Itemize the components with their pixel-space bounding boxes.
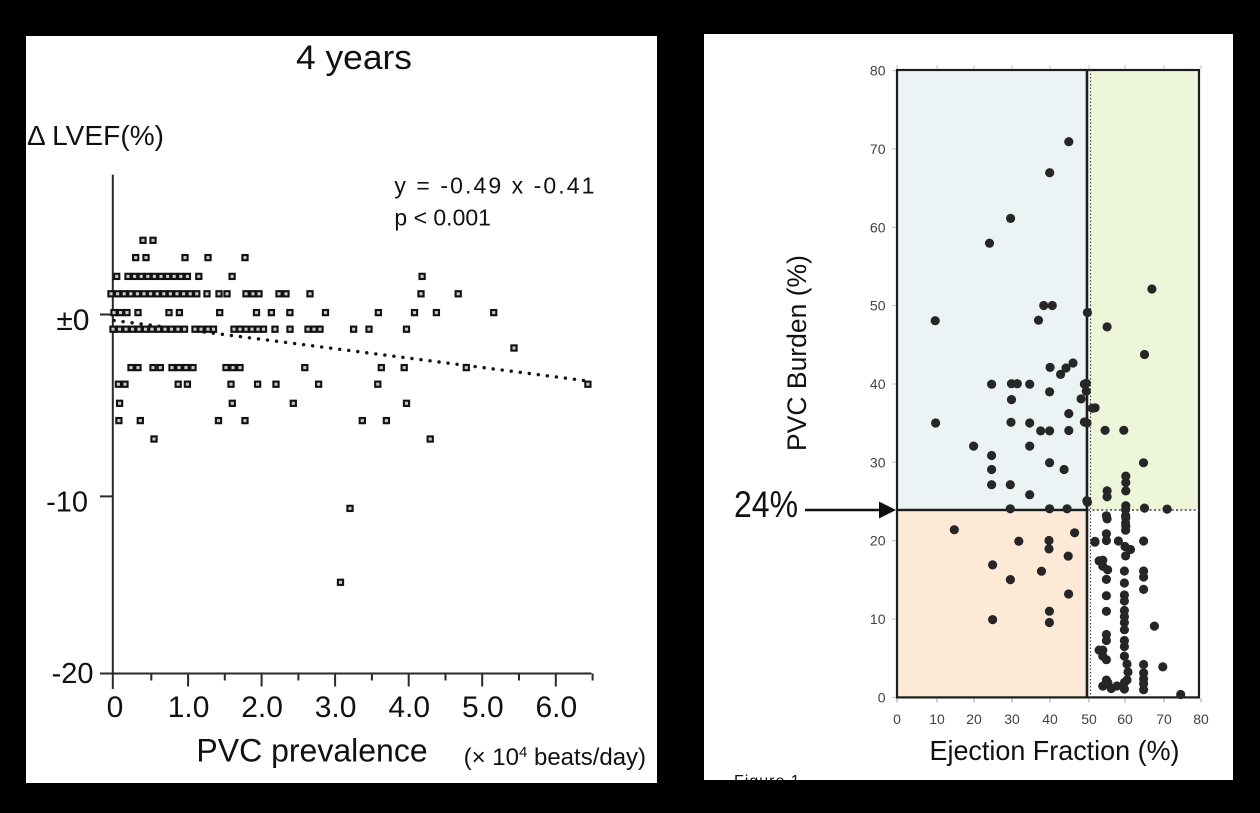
svg-text:60: 60 bbox=[1117, 711, 1133, 727]
svg-text:4 years: 4 years bbox=[296, 39, 412, 77]
svg-text:Δ LVEF(%): Δ LVEF(%) bbox=[27, 120, 164, 151]
svg-text:50: 50 bbox=[1081, 711, 1097, 727]
svg-text:40: 40 bbox=[870, 376, 886, 392]
svg-text:10: 10 bbox=[929, 711, 945, 727]
svg-text:2.0: 2.0 bbox=[241, 691, 283, 724]
svg-text:24%: 24% bbox=[734, 484, 798, 525]
svg-text:0: 0 bbox=[893, 711, 901, 727]
svg-text:20: 20 bbox=[870, 533, 886, 549]
svg-text:-20: -20 bbox=[52, 658, 94, 690]
svg-text:±0: ±0 bbox=[56, 304, 89, 337]
svg-text:30: 30 bbox=[870, 454, 886, 470]
svg-text:3.0: 3.0 bbox=[315, 691, 357, 724]
svg-text:Figure 1.: Figure 1. bbox=[734, 773, 806, 780]
svg-text:PVC prevalence: PVC prevalence bbox=[196, 732, 427, 768]
svg-text:80: 80 bbox=[1193, 711, 1209, 727]
svg-text:0: 0 bbox=[107, 691, 124, 724]
svg-text:5.0: 5.0 bbox=[462, 691, 504, 724]
svg-text:-10: -10 bbox=[46, 487, 88, 519]
svg-text:60: 60 bbox=[870, 219, 886, 235]
svg-text:y = -0.49 x -0.41: y = -0.49 x -0.41 bbox=[394, 172, 594, 198]
svg-text:4.0: 4.0 bbox=[388, 691, 430, 724]
svg-text:PVC Burden (%): PVC Burden (%) bbox=[782, 255, 812, 451]
svg-text:0: 0 bbox=[878, 689, 886, 705]
svg-text:1.0: 1.0 bbox=[168, 691, 210, 724]
svg-text:10: 10 bbox=[870, 611, 886, 627]
svg-text:6.0: 6.0 bbox=[535, 691, 577, 724]
svg-text:80: 80 bbox=[870, 63, 886, 79]
svg-text:(× 104 beats/day): (× 104 beats/day) bbox=[464, 744, 646, 771]
svg-text:70: 70 bbox=[1156, 711, 1172, 727]
svg-text:30: 30 bbox=[1004, 711, 1020, 727]
svg-text:p < 0.001: p < 0.001 bbox=[394, 205, 491, 231]
svg-text:20: 20 bbox=[966, 711, 982, 727]
svg-text:50: 50 bbox=[870, 298, 886, 314]
svg-text:40: 40 bbox=[1042, 711, 1058, 727]
svg-text:Ejection Fraction (%): Ejection Fraction (%) bbox=[930, 735, 1180, 766]
svg-text:70: 70 bbox=[870, 141, 886, 157]
